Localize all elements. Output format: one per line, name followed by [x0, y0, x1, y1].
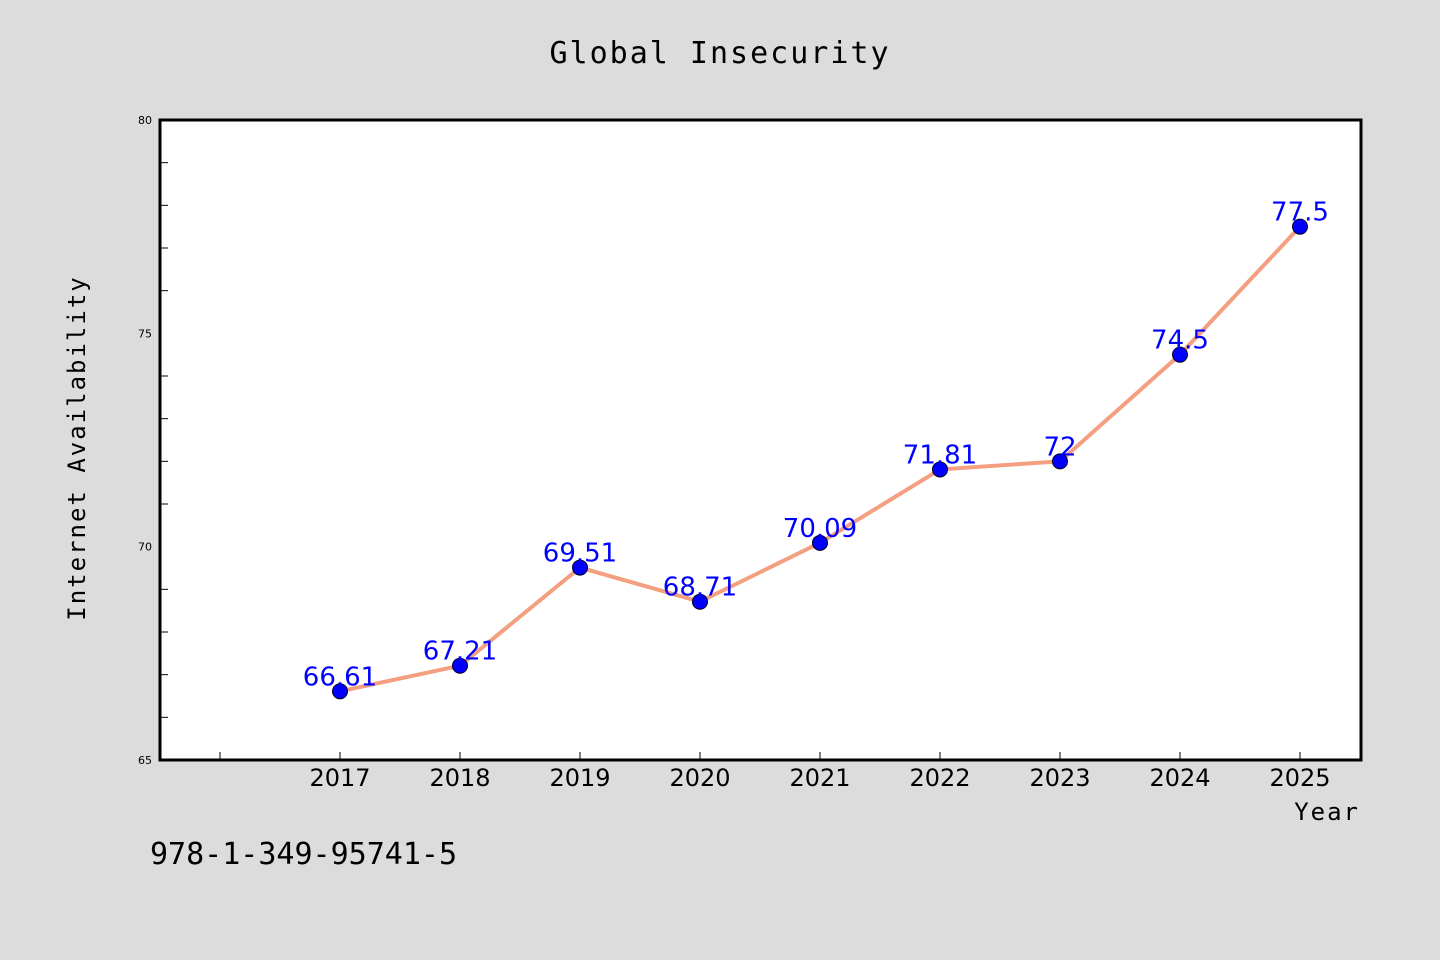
footnote-isbn: 978-1-349-95741-5 — [150, 837, 457, 872]
series-layer: 66.61 67.21 69.51 68.71 70.09 71.81 72 74.5 77.5 — [303, 198, 1329, 700]
data-label: 68.71 — [663, 573, 737, 603]
chart-title: Global Insecurity — [549, 36, 890, 71]
data-point — [452, 657, 468, 674]
data-label: 77.5 — [1271, 198, 1329, 228]
y-axis: 65 70 75 80 — [138, 114, 168, 767]
data-label: 66.61 — [303, 662, 377, 692]
y-tick-label: 80 — [138, 114, 152, 127]
y-tick-label: 75 — [138, 327, 152, 340]
x-tick-label: 2024 — [1149, 764, 1210, 792]
data-label: 67.21 — [423, 637, 497, 667]
x-tick-label: 2017 — [309, 764, 370, 792]
x-tick-label: 2022 — [909, 764, 970, 792]
data-label: 74.5 — [1151, 326, 1209, 356]
data-point — [1052, 453, 1068, 470]
data-label: 71.81 — [903, 440, 977, 470]
plot-area — [158, 118, 1363, 762]
x-axis: 2017 2018 2019 2020 2021 2022 2023 2024 2025 — [219, 752, 1331, 792]
data-label: 70.09 — [783, 514, 857, 544]
data-label: 72 — [1043, 432, 1076, 462]
x-tick-label: 2018 — [429, 764, 490, 792]
data-point — [932, 461, 948, 478]
x-tick-label: 2021 — [789, 764, 850, 792]
data-label: 69.51 — [543, 539, 617, 569]
x-tick-label: 2025 — [1269, 764, 1330, 792]
y-tick-label: 70 — [138, 541, 152, 554]
x-tick-label: 2020 — [669, 764, 730, 792]
data-point — [1292, 218, 1308, 235]
data-point — [332, 683, 348, 700]
x-tick-label: 2023 — [1029, 764, 1090, 792]
x-axis-label: Year — [1294, 798, 1360, 826]
data-point — [1172, 346, 1188, 363]
y-tick-label: 65 — [138, 754, 152, 767]
data-point — [692, 593, 708, 610]
x-tick-label: 2019 — [549, 764, 610, 792]
data-point — [572, 559, 588, 576]
data-point — [812, 534, 828, 551]
y-axis-label: Internet Availability — [63, 275, 91, 620]
